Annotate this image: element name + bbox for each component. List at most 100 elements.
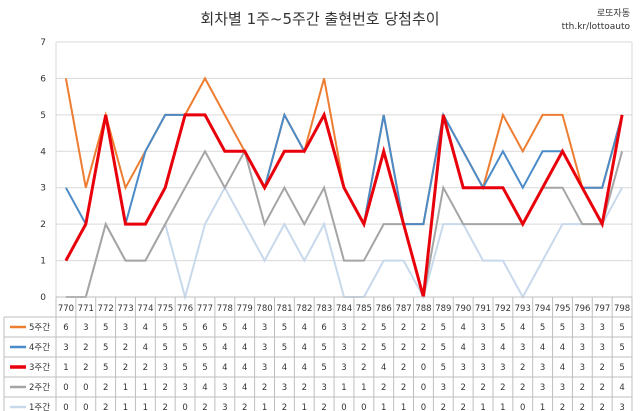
data-table-cell: 2 bbox=[401, 323, 406, 333]
data-table-cell: 3 bbox=[460, 363, 465, 373]
x-tick-label: 796 bbox=[574, 304, 590, 314]
data-table-cell: 2 bbox=[560, 403, 565, 411]
data-table-cell: 3 bbox=[282, 383, 287, 393]
data-table-cell: 2 bbox=[282, 403, 287, 411]
data-table-cell: 3 bbox=[63, 343, 68, 353]
x-tick-label: 795 bbox=[554, 304, 570, 314]
data-table-cell: 4 bbox=[619, 383, 624, 393]
data-table-cell: 1 bbox=[123, 383, 128, 393]
data-table-cell: 2 bbox=[599, 383, 604, 393]
data-table-cell: 3 bbox=[341, 363, 346, 373]
legend-label: 1주간 bbox=[29, 402, 50, 411]
data-table-cell: 2 bbox=[401, 363, 406, 373]
y-tick-label: 0 bbox=[40, 293, 46, 303]
data-table-cell: 0 bbox=[520, 403, 525, 411]
data-table-cell: 2 bbox=[361, 343, 366, 353]
x-tick-label: 789 bbox=[435, 304, 451, 314]
legend-label: 2주간 bbox=[29, 382, 50, 393]
data-table-cell: 2 bbox=[202, 403, 207, 411]
data-table-cell: 0 bbox=[421, 403, 426, 411]
data-table-cell: 3 bbox=[599, 343, 604, 353]
data-table-cell: 3 bbox=[163, 363, 168, 373]
data-table-cell: 3 bbox=[520, 343, 525, 353]
data-table-cell: 0 bbox=[83, 403, 88, 411]
data-table-cell: 3 bbox=[480, 363, 485, 373]
data-table-cell: 2 bbox=[163, 403, 168, 411]
data-table-cell: 4 bbox=[302, 323, 307, 333]
data-table-cell: 3 bbox=[599, 323, 604, 333]
x-tick-label: 774 bbox=[137, 304, 153, 314]
data-table-cell: 3 bbox=[441, 383, 446, 393]
data-table-cell: 4 bbox=[282, 363, 287, 373]
data-table-cell: 3 bbox=[580, 323, 585, 333]
data-table-cell: 2 bbox=[143, 363, 148, 373]
y-tick-label: 5 bbox=[40, 111, 46, 121]
data-table-cell: 4 bbox=[302, 343, 307, 353]
y-tick-label: 3 bbox=[40, 184, 46, 194]
data-table-cell: 4 bbox=[302, 363, 307, 373]
data-table-cell: 1 bbox=[381, 403, 386, 411]
data-table-cell: 2 bbox=[321, 403, 326, 411]
data-table-cell: 2 bbox=[421, 343, 426, 353]
data-table-cell: 1 bbox=[143, 403, 148, 411]
data-table-cell: 2 bbox=[123, 343, 128, 353]
data-table-cell: 5 bbox=[540, 323, 545, 333]
data-table-cell: 3 bbox=[222, 403, 227, 411]
data-table-cell: 3 bbox=[123, 323, 128, 333]
x-tick-label: 782 bbox=[296, 304, 312, 314]
data-table-cell: 3 bbox=[222, 383, 227, 393]
data-table-cell: 5 bbox=[619, 323, 624, 333]
data-table-cell: 0 bbox=[182, 403, 187, 411]
data-table-cell: 4 bbox=[242, 383, 247, 393]
series-line bbox=[65, 111, 624, 228]
data-table-cell: 5 bbox=[103, 363, 108, 373]
data-table-cell: 5 bbox=[282, 343, 287, 353]
data-table-cell: 2 bbox=[520, 383, 525, 393]
watermark-line1: 로또자동 bbox=[596, 9, 630, 19]
data-table-cell: 3 bbox=[262, 363, 267, 373]
data-table-cell: 5 bbox=[619, 363, 624, 373]
data-table-cell: 3 bbox=[341, 343, 346, 353]
data-table-cell: 5 bbox=[500, 323, 505, 333]
data-table-cell: 4 bbox=[460, 323, 465, 333]
data-table-cell: 0 bbox=[63, 403, 68, 411]
data-table-cell: 2 bbox=[401, 343, 406, 353]
data-table-cell: 3 bbox=[580, 343, 585, 353]
data-table-cell: 5 bbox=[222, 323, 227, 333]
data-table-cell: 3 bbox=[341, 323, 346, 333]
data-table-cell: 5 bbox=[321, 363, 326, 373]
data-table-cell: 4 bbox=[143, 323, 148, 333]
data-table-cell: 5 bbox=[381, 343, 386, 353]
data-table-cell: 3 bbox=[83, 323, 88, 333]
data-table-cell: 5 bbox=[103, 343, 108, 353]
x-tick-label: 783 bbox=[316, 304, 332, 314]
data-table-cell: 0 bbox=[83, 383, 88, 393]
data-table-cell: 5 bbox=[182, 343, 187, 353]
data-table-cell: 0 bbox=[63, 383, 68, 393]
data-table-cell: 4 bbox=[520, 323, 525, 333]
data-table-cell: 2 bbox=[262, 383, 267, 393]
data-table-cell: 4 bbox=[242, 343, 247, 353]
data-table-cell: 2 bbox=[242, 403, 247, 411]
x-tick-label: 786 bbox=[376, 304, 392, 314]
data-table-cell: 2 bbox=[480, 383, 485, 393]
data-table-cell: 1 bbox=[480, 403, 485, 411]
data-table-cell: 3 bbox=[480, 343, 485, 353]
data-table-cell: 2 bbox=[580, 383, 585, 393]
data-table-cell: 2 bbox=[401, 383, 406, 393]
data-table-cell: 6 bbox=[321, 323, 326, 333]
data-table-cell: 3 bbox=[321, 383, 326, 393]
data-table-cell: 4 bbox=[500, 343, 505, 353]
x-tick-label: 794 bbox=[535, 304, 551, 314]
x-tick-label: 797 bbox=[594, 304, 610, 314]
x-tick-label: 787 bbox=[395, 304, 411, 314]
data-table-cell: 0 bbox=[421, 383, 426, 393]
data-table-cell: 4 bbox=[222, 363, 227, 373]
x-tick-label: 780 bbox=[256, 304, 272, 314]
data-table-cell: 5 bbox=[163, 343, 168, 353]
y-tick-label: 7 bbox=[40, 38, 46, 48]
watermark-line2: tth.kr/lottoauto bbox=[561, 22, 630, 32]
data-table-cell: 0 bbox=[341, 403, 346, 411]
data-table-cell: 2 bbox=[361, 363, 366, 373]
